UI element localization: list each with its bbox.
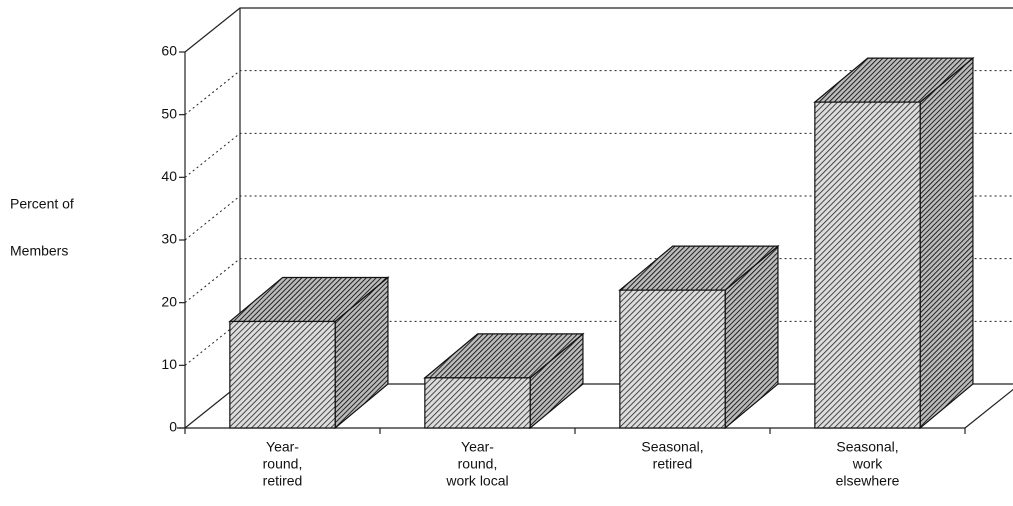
y-tick-label: 20 xyxy=(161,293,177,309)
grid-line xyxy=(184,258,1013,304)
grid-line xyxy=(184,7,1013,53)
bar xyxy=(228,276,390,430)
y-tick-label: 0 xyxy=(169,419,177,435)
y-tick-label: 10 xyxy=(161,356,177,372)
bar xyxy=(813,56,975,430)
x-tick-label: Year- xyxy=(266,439,299,455)
bar xyxy=(618,244,780,430)
x-tick-label: Seasonal, xyxy=(836,439,898,455)
x-tick-label: retired xyxy=(653,456,693,472)
bar xyxy=(423,332,585,430)
y-axis-label: Members xyxy=(10,243,68,259)
x-tick-label: work local xyxy=(445,473,508,489)
y-tick-label: 30 xyxy=(161,231,177,247)
x-tick-label: Seasonal, xyxy=(641,439,703,455)
x-tick-label: round, xyxy=(263,456,303,472)
x-tick-label: elsewhere xyxy=(836,473,900,489)
y-axis-label: Percent of xyxy=(10,196,74,212)
grid-line xyxy=(184,132,1013,178)
bar-front xyxy=(619,289,726,429)
bar-front xyxy=(424,377,531,429)
bar-front xyxy=(229,320,336,429)
bar-side xyxy=(919,56,974,430)
bar-front xyxy=(814,101,921,429)
grid-line xyxy=(184,70,1013,116)
y-tick-label: 60 xyxy=(161,43,177,59)
x-tick-label: retired xyxy=(263,473,303,489)
y-tick-label: 40 xyxy=(161,168,177,184)
x-tick-label: work xyxy=(852,456,884,472)
x-tick-label: round, xyxy=(458,456,498,472)
y-tick-label: 50 xyxy=(161,105,177,121)
x-tick-label: Year- xyxy=(461,439,494,455)
grid-line xyxy=(184,195,1013,241)
